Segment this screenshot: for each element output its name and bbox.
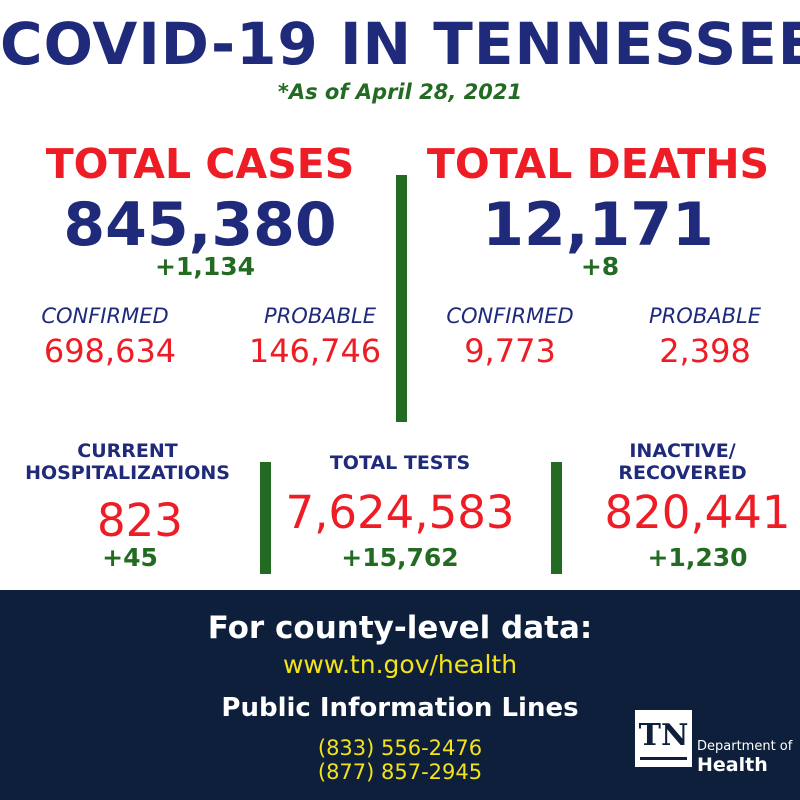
phone-line-2: (877) 857-2945 bbox=[317, 760, 483, 784]
hospitalizations-label-line2: HOSPITALIZATIONS bbox=[25, 462, 230, 484]
hospitalizations-delta: +45 bbox=[102, 543, 158, 572]
as-of-date: *As of April 28, 2021 bbox=[277, 80, 523, 104]
footer-heading: For county-level data: bbox=[207, 610, 593, 646]
recovered-delta: +1,230 bbox=[647, 543, 748, 572]
deaths-confirmed-label: CONFIRMED bbox=[446, 304, 574, 328]
hospitalizations-label-line1: CURRENT bbox=[77, 440, 178, 462]
vertical-divider-top bbox=[396, 175, 407, 422]
phone-line-1: (833) 556-2476 bbox=[317, 736, 483, 760]
cases-confirmed-label: CONFIRMED bbox=[41, 304, 169, 328]
total-deaths-value: 12,171 bbox=[482, 190, 714, 260]
footer-url[interactable]: www.tn.gov/health bbox=[282, 650, 518, 679]
recovered-label-line2: RECOVERED bbox=[618, 462, 747, 484]
recovered-label-line1: INACTIVE/ bbox=[629, 440, 736, 462]
hospitalizations-value: 823 bbox=[97, 494, 183, 547]
deaths-probable-label: PROBABLE bbox=[649, 304, 761, 328]
total-cases-delta: +1,134 bbox=[154, 252, 256, 281]
total-tests-delta: +15,762 bbox=[341, 543, 459, 572]
tn-logo-mark: TN bbox=[638, 718, 689, 753]
total-cases-value: 845,380 bbox=[63, 190, 337, 260]
dept-of-label: Department of bbox=[697, 739, 793, 754]
deaths-confirmed-value: 9,773 bbox=[464, 332, 556, 370]
vertical-divider-left bbox=[260, 462, 271, 574]
tn-logo-rule bbox=[640, 757, 687, 760]
total-cases-label: TOTAL CASES bbox=[45, 140, 355, 188]
tn-health-logo: TN bbox=[635, 710, 692, 767]
vertical-divider-right bbox=[551, 462, 562, 574]
total-tests-value: 7,624,583 bbox=[285, 486, 515, 539]
total-deaths-label: TOTAL DEATHS bbox=[426, 140, 770, 188]
deaths-probable-value: 2,398 bbox=[659, 332, 751, 370]
cases-probable-label: PROBABLE bbox=[264, 304, 376, 328]
cases-confirmed-value: 698,634 bbox=[43, 332, 177, 370]
cases-probable-value: 146,746 bbox=[248, 332, 382, 370]
total-deaths-delta: +8 bbox=[580, 252, 620, 281]
health-label: Health bbox=[697, 754, 768, 776]
page-title: COVID-19 IN TENNESSEE bbox=[0, 10, 800, 78]
recovered-value: 820,441 bbox=[604, 486, 791, 539]
total-tests-label: TOTAL TESTS bbox=[329, 452, 471, 474]
public-info-heading: Public Information Lines bbox=[221, 693, 579, 723]
